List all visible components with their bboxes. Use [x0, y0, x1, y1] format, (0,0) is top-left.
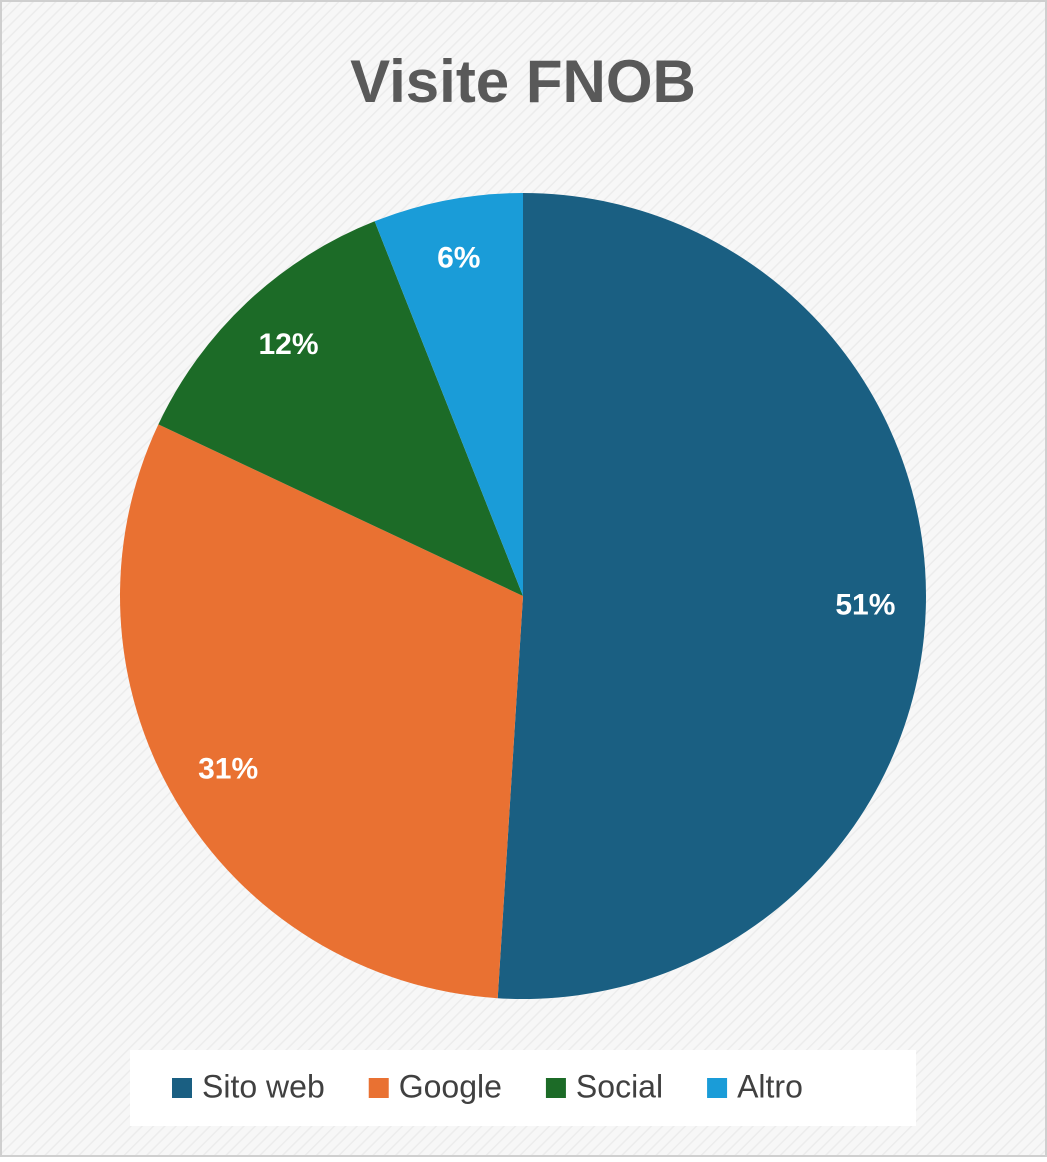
pie-slice: [158, 221, 524, 596]
legend-label: Social: [576, 1068, 663, 1104]
legend-box: [130, 1050, 916, 1126]
data-label: 51%: [835, 589, 895, 622]
legend-label: Altro: [737, 1068, 803, 1104]
data-label: 12%: [258, 328, 318, 361]
legend-swatch: [545, 1078, 566, 1098]
legend-swatch: [368, 1078, 389, 1098]
chart-title: Visite FNOB: [350, 48, 696, 115]
data-label: 31%: [198, 752, 258, 785]
legend: Sito web Google Social Altro: [172, 1068, 803, 1104]
legend-label: Google: [399, 1068, 502, 1104]
legend-swatch: [707, 1078, 728, 1098]
pie-slice: [497, 193, 927, 999]
data-label: 6%: [437, 241, 480, 274]
pie: 51% 31% 12% 6%: [120, 193, 927, 999]
pie-slice: [120, 424, 523, 999]
legend-label: Sito web: [202, 1068, 325, 1104]
legend-swatch: [172, 1078, 192, 1098]
pie-slice: [374, 193, 523, 596]
